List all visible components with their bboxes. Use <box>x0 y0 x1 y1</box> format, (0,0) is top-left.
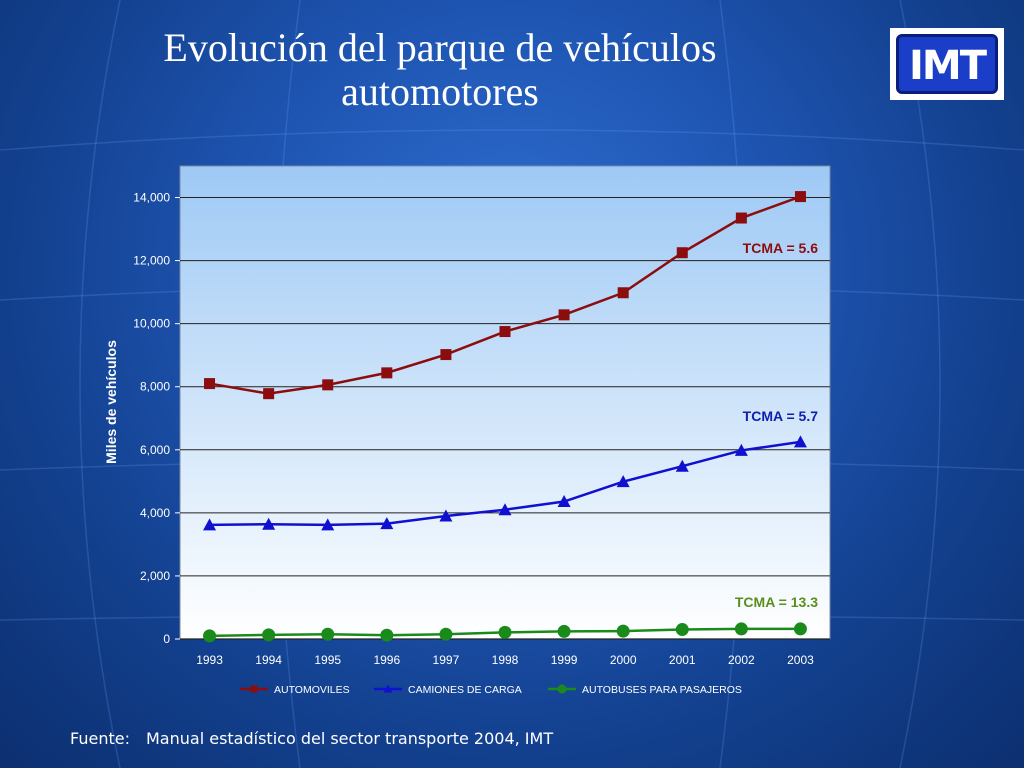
data-point <box>558 309 570 321</box>
data-point <box>557 495 571 508</box>
data-point <box>203 518 217 531</box>
y-tick-label: 12,000 <box>133 254 170 268</box>
y-tick-label: 0 <box>163 632 170 646</box>
data-point <box>617 287 629 299</box>
annotations: TCMA = 5.6 TCMA = 5.7 TCMA = 13.3 <box>735 240 818 610</box>
legend-item: AUTOMOVILES <box>240 684 350 696</box>
data-point <box>498 503 512 516</box>
x-tick-label: 2001 <box>669 653 696 667</box>
data-point <box>498 625 512 639</box>
y-tick-label: 10,000 <box>133 317 170 331</box>
data-point <box>499 326 511 338</box>
data-point <box>321 627 335 641</box>
data-point <box>616 475 630 488</box>
title-line-2: automotores <box>341 69 539 114</box>
legend-label: AUTOBUSES PARA PASAJEROS <box>582 684 742 696</box>
data-point <box>383 684 393 693</box>
data-point <box>203 629 217 643</box>
legend-item: CAMIONES DE CARGA <box>374 684 522 696</box>
data-point <box>321 518 335 531</box>
data-point <box>381 367 393 379</box>
data-point <box>262 517 276 530</box>
x-tick-label: 1993 <box>196 653 223 667</box>
data-point <box>263 388 275 400</box>
plot-area <box>179 165 831 640</box>
data-point <box>557 684 567 694</box>
x-tick-label: 1997 <box>433 653 460 667</box>
x-tick-label: 1998 <box>492 653 519 667</box>
x-tick-label: 1994 <box>255 653 282 667</box>
data-point <box>557 624 571 638</box>
y-tick-label: 4,000 <box>140 506 170 520</box>
data-point <box>675 459 689 472</box>
y-tick-label: 8,000 <box>140 380 170 394</box>
series-1 <box>203 435 807 531</box>
tcma-annotation: TCMA = 5.6 <box>743 240 819 256</box>
data-point <box>440 349 452 361</box>
data-point <box>793 622 807 636</box>
x-tick-label: 2002 <box>728 653 755 667</box>
legend-label: AUTOMOVILES <box>274 684 350 696</box>
source-text: Manual estadístico del sector transporte… <box>146 729 554 748</box>
series-2 <box>203 622 807 643</box>
data-point <box>676 247 688 259</box>
y-tick-label: 14,000 <box>133 191 170 205</box>
data-point <box>793 435 807 448</box>
x-axis-ticks: 1993 1994 1995 1996 1997 1998 1999 2000 2001 2002… <box>196 653 814 667</box>
data-point <box>794 191 806 203</box>
source-label: Fuente: <box>70 729 130 748</box>
title-line-1: Evolución del parque de vehículos <box>163 25 717 70</box>
x-tick-label: 2003 <box>787 653 814 667</box>
series-0 <box>204 191 806 400</box>
data-point <box>380 628 394 642</box>
y-axis-ticks: 0 2,000 4,000 6,000 8,000 10,000 12,000 14,000 <box>133 191 180 646</box>
x-tick-label: 1999 <box>551 653 578 667</box>
x-tick-label: 1996 <box>373 653 400 667</box>
x-tick-label: 2000 <box>610 653 637 667</box>
source-note: Fuente: Manual estadístico del sector tra… <box>70 729 553 748</box>
legend-label: CAMIONES DE CARGA <box>408 684 522 696</box>
data-point <box>439 627 453 641</box>
data-point <box>735 212 747 224</box>
y-tick-label: 2,000 <box>140 569 170 583</box>
legend: AUTOMOVILES CAMIONES DE CARGA AUTOBUSES PA… <box>240 684 742 696</box>
data-point <box>734 622 748 636</box>
data-point <box>262 628 276 642</box>
y-tick-label: 6,000 <box>140 443 170 457</box>
y-axis-label: Miles de vehículos <box>103 340 119 464</box>
data-point <box>439 509 453 522</box>
data-point <box>322 379 334 391</box>
legend-item: AUTOBUSES PARA PASAJEROS <box>548 684 742 696</box>
series-group <box>203 191 807 643</box>
logo-text: IMT <box>909 43 987 89</box>
data-point <box>250 685 258 693</box>
data-point <box>616 624 630 638</box>
data-point <box>734 443 748 456</box>
tcma-annotation: TCMA = 13.3 <box>735 594 818 610</box>
slide-title: Evolución del parque de vehículos automo… <box>80 26 800 114</box>
data-point <box>204 378 216 390</box>
x-tick-label: 1995 <box>314 653 341 667</box>
grid-lines <box>180 197 830 640</box>
tcma-annotation: TCMA = 5.7 <box>743 408 819 424</box>
data-point <box>380 517 394 530</box>
imt-logo: IMT <box>890 28 1004 100</box>
data-point <box>675 623 689 637</box>
logo-inner: IMT <box>896 34 998 94</box>
